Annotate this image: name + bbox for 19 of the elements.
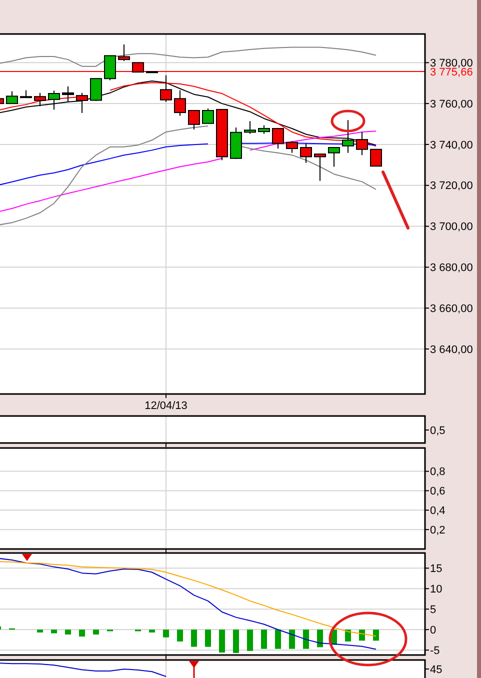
y-tick-label: 3 760,00 [430, 98, 473, 110]
y-tick-label: 0,6 [430, 486, 446, 498]
x-tick-label: 12/04/13 [144, 400, 188, 412]
y-tick-label: 0,4 [430, 505, 446, 518]
y-tick-label: 10 [430, 583, 442, 596]
y-tick-label: 5 [430, 604, 436, 616]
y-tick-label: 0,2 [430, 524, 446, 536]
y-tick-label: 0,8 [430, 466, 446, 478]
y-tick-label: 0 [430, 624, 436, 636]
y-tick-label: -5 [430, 644, 440, 657]
text: 0,5 [430, 424, 446, 437]
y-tick-label: 3 740,00 [430, 139, 473, 152]
y-tick-label: 3 640,00 [430, 344, 473, 356]
y-tick-label: 15 [430, 563, 442, 576]
y-tick-label: 3 680,00 [430, 262, 473, 274]
y-tick-label: 3 700,00 [430, 221, 473, 234]
text: 45 [430, 664, 442, 676]
y-tick-label: 3 660,00 [430, 302, 473, 315]
y-tick-label: 3 720,00 [430, 180, 473, 192]
